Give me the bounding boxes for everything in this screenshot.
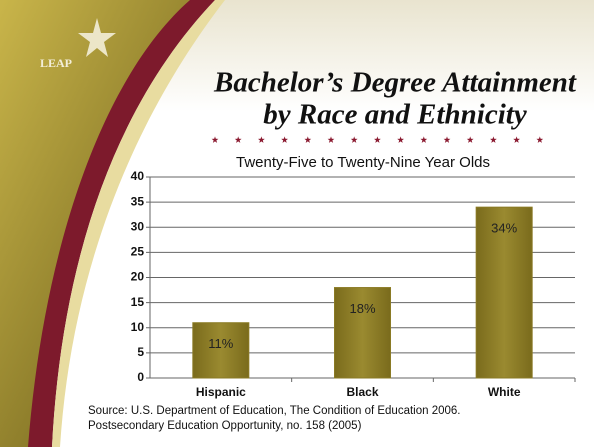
star <box>374 136 381 143</box>
value-label: 34% <box>491 221 517 236</box>
source: Postsecondary Education Opportunity, no.… <box>88 420 362 432</box>
star <box>258 136 265 143</box>
star <box>281 136 288 143</box>
chart-title: by Race and Ethnicity <box>263 99 527 131</box>
y-tick-label: 35 <box>131 194 145 208</box>
y-tick-label: 20 <box>131 270 145 284</box>
y-tick-label: 10 <box>131 320 145 334</box>
x-tick-label: Black <box>346 385 378 399</box>
logo-star <box>78 18 116 57</box>
y-tick-label: 5 <box>137 345 144 359</box>
chart-title: Bachelor’s Degree Attainment <box>213 67 577 99</box>
bar <box>192 322 250 379</box>
side-band <box>0 0 215 447</box>
star <box>211 136 219 143</box>
star <box>350 136 358 143</box>
value-label: 18% <box>349 301 375 316</box>
swoosh <box>28 0 215 447</box>
x-tick-label: Hispanic <box>196 385 246 399</box>
star <box>234 136 242 143</box>
y-tick-label: 30 <box>131 219 145 233</box>
logo: LEAP <box>40 56 72 70</box>
y-tick-label: 25 <box>131 245 145 259</box>
source: Source: U.S. Department of Education, Th… <box>88 405 461 417</box>
star-row <box>211 136 544 143</box>
chart-subtitle: Twenty-Five to Twenty-Nine Year Olds <box>236 154 490 171</box>
y-tick-label: 40 <box>131 169 145 183</box>
y-tick-label: 0 <box>137 370 144 384</box>
bar <box>475 206 533 379</box>
star <box>513 136 520 143</box>
y-tick-label: 15 <box>131 295 145 309</box>
value-label: 11% <box>208 336 233 351</box>
star <box>420 136 428 143</box>
star <box>327 136 335 143</box>
star <box>443 136 451 143</box>
star <box>490 136 497 143</box>
star <box>536 136 544 143</box>
bar <box>334 287 391 379</box>
x-tick-label: White <box>488 385 521 399</box>
star <box>304 136 312 143</box>
star <box>397 136 404 143</box>
star <box>466 136 474 143</box>
